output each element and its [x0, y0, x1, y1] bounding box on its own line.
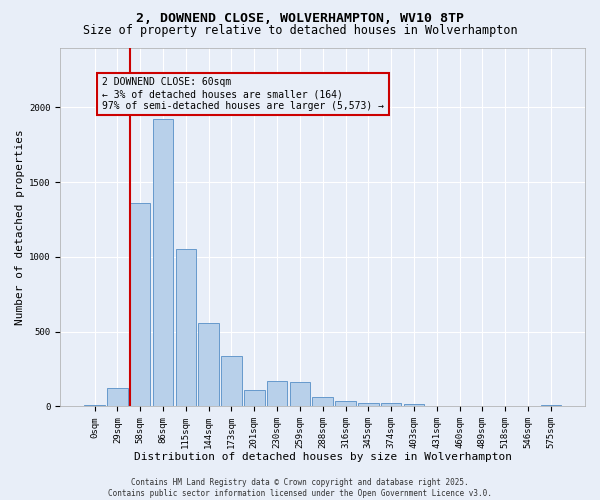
X-axis label: Distribution of detached houses by size in Wolverhampton: Distribution of detached houses by size … [134, 452, 512, 462]
Bar [152, 120, 173, 406]
Y-axis label: Number of detached properties: Number of detached properties [15, 129, 25, 325]
Bar [381, 404, 401, 406]
Bar [84, 405, 105, 406]
Bar [130, 203, 151, 406]
Bar [335, 401, 356, 406]
Bar [176, 250, 196, 406]
Text: Size of property relative to detached houses in Wolverhampton: Size of property relative to detached ho… [83, 24, 517, 37]
Bar [290, 382, 310, 406]
Text: Contains HM Land Registry data © Crown copyright and database right 2025.
Contai: Contains HM Land Registry data © Crown c… [108, 478, 492, 498]
Bar [404, 404, 424, 406]
Text: 2 DOWNEND CLOSE: 60sqm
← 3% of detached houses are smaller (164)
97% of semi-det: 2 DOWNEND CLOSE: 60sqm ← 3% of detached … [102, 78, 384, 110]
Text: 2, DOWNEND CLOSE, WOLVERHAMPTON, WV10 8TP: 2, DOWNEND CLOSE, WOLVERHAMPTON, WV10 8T… [136, 12, 464, 26]
Bar [107, 388, 128, 406]
Bar [313, 398, 333, 406]
Bar [267, 381, 287, 406]
Bar [199, 322, 219, 406]
Bar [358, 402, 379, 406]
Bar [244, 390, 265, 406]
Bar [541, 405, 561, 406]
Bar [221, 356, 242, 406]
